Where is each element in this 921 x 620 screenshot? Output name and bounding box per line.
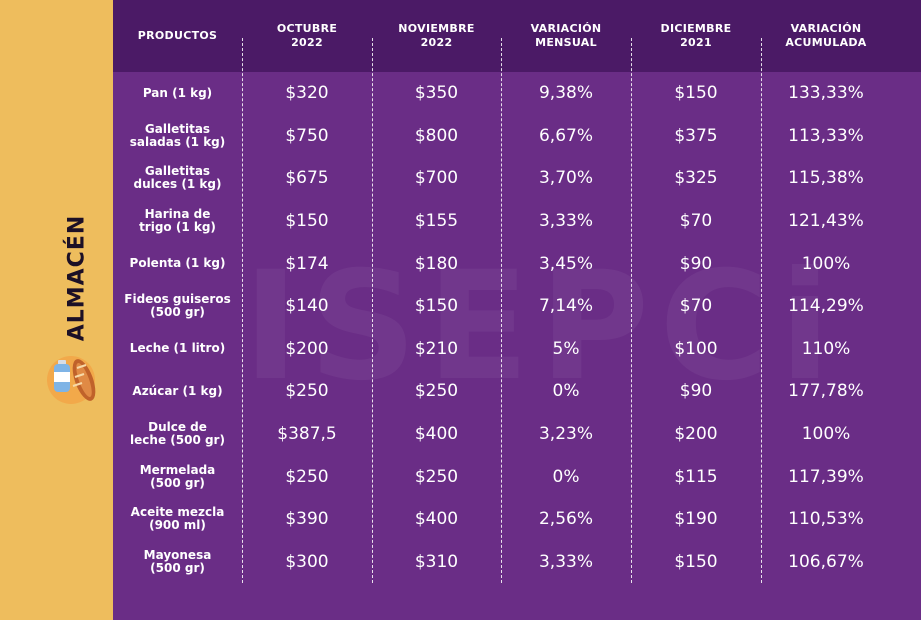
price-dec-2021: $325 [674, 168, 718, 189]
cumulative-variation: 113,33% [788, 125, 864, 146]
table-header-band [113, 0, 921, 72]
cumulative-variation: 100% [801, 424, 851, 445]
column-divider [631, 38, 632, 583]
price-oct-2022: $300 [285, 551, 329, 572]
price-nov-2022: $800 [414, 125, 459, 146]
price-oct-2022: $675 [285, 168, 329, 189]
price-nov-2022: $700 [414, 168, 459, 189]
monthly-variation: 3,33% [538, 551, 593, 572]
side-strip: ALMACÉN [0, 0, 113, 620]
price-nov-2022: $180 [414, 253, 459, 274]
cumulative-variation: 110,53% [788, 509, 864, 530]
monthly-variation: 6,67% [538, 125, 593, 146]
product-name: Galletitas dulces (1 kg) [133, 164, 222, 192]
monthly-variation: 2,56% [538, 509, 593, 530]
product-name: Mayonesa (500 gr) [143, 547, 212, 575]
cumulative-variation: 115,38% [788, 168, 864, 189]
price-nov-2022: $250 [414, 466, 459, 487]
price-table: PRODUCTOS OCTUBRE 2022 NOVIEMBRE 2022 VA… [113, 0, 921, 583]
product-name: Fideos guiseros (500 gr) [124, 292, 231, 320]
price-nov-2022: $400 [414, 424, 459, 445]
product-name: Leche (1 litro) [129, 341, 226, 356]
price-dec-2021: $375 [674, 125, 718, 146]
monthly-variation: 3,45% [538, 253, 593, 274]
cumulative-variation: 177,78% [788, 381, 864, 402]
product-name: Polenta (1 kg) [129, 256, 226, 271]
product-name: Aceite mezcla (900 ml) [130, 505, 225, 533]
column-divider [372, 38, 373, 583]
price-oct-2022: $140 [285, 296, 329, 317]
product-name: Galletitas saladas (1 kg) [129, 121, 226, 149]
price-dec-2021: $90 [679, 381, 713, 402]
price-dec-2021: $150 [674, 551, 718, 572]
product-name: Dulce de leche (500 gr) [130, 420, 225, 448]
price-oct-2022: $150 [285, 211, 329, 232]
price-nov-2022: $400 [414, 509, 459, 530]
section-title: ALMACÉN [64, 214, 90, 342]
cumulative-variation: 100% [801, 253, 851, 274]
column-divider [242, 38, 243, 583]
monthly-variation: 5% [552, 338, 580, 359]
price-nov-2022: $350 [414, 83, 459, 104]
cumulative-variation: 121,43% [788, 211, 864, 232]
price-dec-2021: $70 [679, 296, 713, 317]
monthly-variation: 3,23% [538, 424, 593, 445]
price-dec-2021: $100 [674, 338, 718, 359]
price-nov-2022: $155 [414, 211, 459, 232]
col-header-diciembre-2021: DICIEMBRE 2021 [660, 22, 732, 49]
price-oct-2022: $250 [285, 381, 329, 402]
watermark: ISEPCi [243, 240, 841, 414]
col-header-variacion-mensual: VARIACIÓN MENSUAL [530, 22, 602, 49]
monthly-variation: 3,70% [538, 168, 593, 189]
monthly-variation: 9,38% [538, 83, 593, 104]
price-oct-2022: $390 [285, 509, 329, 530]
price-dec-2021: $70 [679, 211, 713, 232]
price-oct-2022: $320 [285, 83, 329, 104]
cumulative-variation: 106,67% [788, 551, 864, 572]
col-header-octubre-2022: OCTUBRE 2022 [276, 22, 338, 49]
price-oct-2022: $174 [285, 253, 329, 274]
price-dec-2021: $200 [674, 424, 718, 445]
monthly-variation: 7,14% [538, 296, 593, 317]
col-header-variacion-acumulada: VARIACIÓN ACUMULADA [785, 22, 867, 49]
product-name: Mermelada (500 gr) [139, 462, 216, 490]
price-dec-2021: $150 [674, 83, 718, 104]
monthly-variation: 0% [552, 466, 580, 487]
price-oct-2022: $250 [285, 466, 329, 487]
grocery-icon [47, 356, 96, 404]
column-divider [761, 38, 762, 583]
cumulative-variation: 117,39% [788, 466, 864, 487]
price-dec-2021: $190 [674, 509, 718, 530]
price-nov-2022: $250 [414, 381, 459, 402]
cumulative-variation: 133,33% [788, 83, 864, 104]
monthly-variation: 0% [552, 381, 580, 402]
monthly-variation: 3,33% [538, 211, 593, 232]
product-name: Harina de trigo (1 kg) [139, 207, 216, 235]
price-oct-2022: $750 [285, 125, 329, 146]
price-oct-2022: $387,5 [277, 424, 337, 445]
price-table-panel: ISEPCi PRODUCTOS OCTUBRE 2022 NOVIEMBRE … [113, 0, 921, 620]
price-nov-2022: $210 [414, 338, 459, 359]
cumulative-variation: 114,29% [788, 296, 864, 317]
column-divider [501, 38, 502, 583]
price-nov-2022: $310 [414, 551, 459, 572]
price-oct-2022: $200 [285, 338, 329, 359]
product-name: Azúcar (1 kg) [132, 383, 223, 398]
col-header-noviembre-2022: NOVIEMBRE 2022 [398, 22, 475, 49]
price-dec-2021: $90 [679, 253, 713, 274]
col-header-productos: PRODUCTOS [137, 29, 218, 42]
price-nov-2022: $150 [414, 296, 459, 317]
product-name: Pan (1 kg) [142, 85, 213, 100]
cumulative-variation: 110% [801, 338, 851, 359]
price-dec-2021: $115 [674, 466, 718, 487]
